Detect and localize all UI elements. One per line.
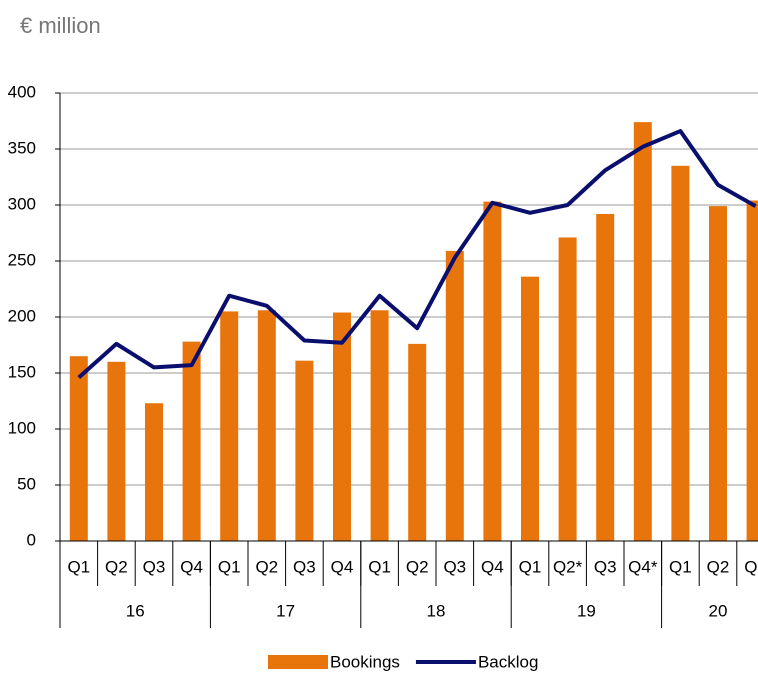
bar <box>370 310 389 541</box>
x-tick-label: Q3 <box>443 557 466 576</box>
bar <box>69 356 88 541</box>
x-tick-label: Q1 <box>368 557 391 576</box>
bar <box>746 200 758 541</box>
x-tick-label: Q2 <box>255 557 278 576</box>
x-tick-label: Q1 <box>519 557 542 576</box>
bar <box>445 250 464 542</box>
bar <box>596 213 615 541</box>
legend-label: Bookings <box>330 652 400 671</box>
x-tick-label: Q4* <box>628 557 658 576</box>
bar <box>521 276 539 541</box>
legend-label: Backlog <box>478 652 538 671</box>
x-tick-label: Q4 <box>331 557 354 576</box>
y-tick-label: 50 <box>17 474 36 493</box>
bar <box>633 122 652 542</box>
x-tick-label: Q1 <box>218 557 241 576</box>
x-tick-label: Q1 <box>669 557 692 576</box>
bar <box>182 341 201 541</box>
chart-title: € million <box>20 13 101 38</box>
bar <box>408 343 427 541</box>
legend-swatch <box>268 655 328 669</box>
y-tick-label: 350 <box>8 138 36 157</box>
x-tick-label: Q2 <box>707 557 730 576</box>
group-label: 19 <box>577 601 596 620</box>
bar <box>709 206 727 541</box>
y-tick-label: 0 <box>27 530 36 549</box>
y-tick-label: 150 <box>8 362 36 381</box>
y-tick-label: 200 <box>8 306 36 325</box>
y-tick-label: 250 <box>8 250 36 269</box>
bar <box>220 311 239 541</box>
group-label: 20 <box>709 601 728 620</box>
x-tick-label: Q2* <box>553 557 583 576</box>
group-label: 17 <box>276 601 295 620</box>
x-tick-label: Q4 <box>180 557 203 576</box>
x-tick-label: Q2 <box>105 557 128 576</box>
y-tick-label: 400 <box>8 82 36 101</box>
bar <box>145 403 163 541</box>
x-tick-label: Q2 <box>406 557 429 576</box>
x-tick-label: Q1 <box>67 557 90 576</box>
y-tick-label: 100 <box>8 418 36 437</box>
bar <box>483 201 502 541</box>
bar <box>107 361 126 541</box>
x-tick-label: Q3 <box>143 557 166 576</box>
bar <box>558 237 577 542</box>
x-tick-label: Q4 <box>481 557 504 576</box>
group-label: 18 <box>427 601 446 620</box>
line <box>77 129 757 379</box>
x-tick-label: Q3 <box>594 557 617 576</box>
bar <box>295 360 314 541</box>
bar <box>671 165 690 542</box>
bar <box>333 312 351 541</box>
x-tick-label: Q3 <box>744 557 758 576</box>
y-tick-label: 300 <box>8 194 36 213</box>
group-label: 16 <box>126 601 145 620</box>
x-tick-label: Q3 <box>293 557 316 576</box>
bar <box>257 310 276 541</box>
